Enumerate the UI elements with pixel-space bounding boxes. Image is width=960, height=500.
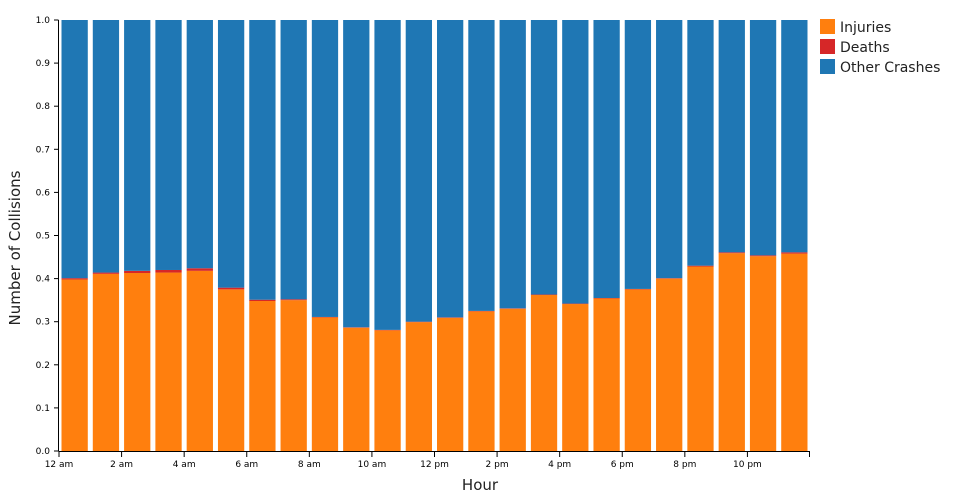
bar-deaths-3 — [155, 269, 182, 273]
x-tick-label: 6 am — [235, 460, 258, 470]
bar-other-crashes-20 — [687, 20, 714, 266]
bar-injuries-13 — [468, 311, 495, 451]
bar-injuries-9 — [343, 327, 370, 451]
bar-other-crashes-22 — [749, 20, 777, 256]
bar-deaths-2 — [124, 270, 151, 273]
bar-other-crashes-6 — [249, 20, 276, 300]
bar-deaths-22 — [749, 255, 777, 257]
x-tick-label: 4 pm — [548, 460, 571, 470]
x-tick-label: 10 am — [358, 460, 387, 470]
bar-injuries-2 — [124, 273, 151, 451]
x-tick-label: 4 am — [173, 460, 196, 470]
bar-deaths-4 — [186, 268, 213, 271]
x-axis: 12 am 2 am 4 am 6 am 8 am 10 am 12 pm 2 pm 4 pm 6… — [45, 451, 810, 470]
y-axis: 0.0 0.1 0.2 0.3 0.4 0.5 0.6 0.7 0.8 0.9 1.0 — [36, 16, 59, 457]
bar-other-crashes-1 — [92, 20, 120, 273]
bar-injuries-18 — [624, 289, 652, 452]
legend-label-injuries: Injuries — [840, 20, 891, 36]
bar-injuries-10 — [374, 330, 401, 451]
y-axis-title: Number of Collisions — [6, 170, 24, 325]
bar-injuries-19 — [656, 278, 683, 451]
legend: Injuries Deaths Other Crashes — [820, 19, 940, 76]
legend-swatch-deaths — [820, 39, 835, 54]
bar-other-crashes-9 — [343, 20, 370, 328]
bar-injuries-1 — [92, 273, 120, 451]
bar-injuries-15 — [530, 294, 558, 451]
bar-injuries-5 — [217, 289, 245, 452]
bar-other-crashes-19 — [656, 20, 683, 279]
y-tick-label: 0.3 — [36, 318, 50, 328]
bar-other-crashes-13 — [468, 20, 495, 311]
bar-injuries-14 — [499, 308, 526, 451]
bar-other-crashes-18 — [624, 20, 652, 289]
bar-injuries-23 — [781, 253, 808, 451]
bar-other-crashes-3 — [155, 20, 182, 270]
bar-injuries-3 — [155, 272, 182, 451]
bar-deaths-23 — [781, 252, 808, 254]
bar-other-crashes-23 — [781, 20, 808, 253]
legend-swatch-injuries — [820, 19, 835, 34]
bar-injuries-11 — [405, 322, 432, 451]
bar-injuries-6 — [249, 301, 276, 451]
y-tick-label: 0.6 — [36, 188, 51, 198]
y-tick-label: 0.4 — [36, 275, 51, 285]
x-tick-label: 8 am — [298, 460, 321, 470]
bar-injuries-8 — [311, 317, 339, 451]
legend-label-deaths: Deaths — [840, 40, 890, 56]
y-tick-label: 0.0 — [36, 447, 51, 457]
bar-deaths-0 — [61, 278, 88, 280]
bar-injuries-17 — [593, 298, 620, 451]
bar-other-crashes-8 — [311, 20, 339, 317]
legend-label-other-crashes: Other Crashes — [840, 60, 940, 76]
bar-other-crashes-15 — [530, 20, 558, 295]
x-tick-label: 12 am — [45, 460, 74, 470]
y-tick-label: 0.5 — [36, 232, 50, 242]
y-tick-label: 1.0 — [36, 16, 51, 26]
bar-injuries-16 — [562, 304, 589, 451]
x-tick-label: 2 pm — [486, 460, 509, 470]
y-tick-label: 0.2 — [36, 361, 50, 371]
bar-deaths-1 — [92, 272, 120, 274]
x-tick-label: 2 am — [110, 460, 133, 470]
bars-group — [61, 20, 808, 452]
legend-swatch-other-crashes — [820, 59, 835, 74]
bar-other-crashes-16 — [562, 20, 589, 304]
bar-deaths-20 — [687, 265, 714, 267]
bar-deaths-5 — [217, 287, 245, 290]
bar-other-crashes-12 — [437, 20, 464, 318]
bar-other-crashes-4 — [186, 20, 213, 269]
bar-deaths-21 — [718, 252, 745, 254]
bar-other-crashes-14 — [499, 20, 526, 309]
bar-other-crashes-10 — [374, 20, 401, 330]
bar-injuries-4 — [186, 270, 213, 451]
bar-other-crashes-0 — [61, 20, 88, 279]
bar-other-crashes-11 — [405, 20, 432, 322]
bar-injuries-7 — [280, 300, 307, 451]
bar-injuries-0 — [61, 279, 88, 451]
bar-injuries-22 — [749, 256, 777, 451]
bar-injuries-12 — [437, 317, 464, 451]
x-tick-label: 8 pm — [673, 460, 696, 470]
bar-deaths-7 — [280, 299, 307, 301]
y-tick-label: 0.8 — [36, 102, 51, 112]
y-tick-label: 0.9 — [36, 59, 51, 69]
x-tick-label: 6 pm — [611, 460, 634, 470]
bar-other-crashes-5 — [217, 20, 245, 288]
x-tick-label: 12 pm — [420, 460, 449, 470]
bar-deaths-6 — [249, 299, 276, 302]
y-tick-label: 0.7 — [36, 145, 50, 155]
bar-injuries-21 — [718, 253, 745, 451]
y-tick-label: 0.1 — [36, 404, 50, 414]
bar-other-crashes-21 — [718, 20, 745, 253]
bar-other-crashes-7 — [280, 20, 307, 300]
bar-other-crashes-2 — [124, 20, 151, 271]
x-axis-title: Hour — [462, 476, 499, 494]
bar-injuries-20 — [687, 266, 714, 451]
x-tick-label: 10 pm — [733, 460, 762, 470]
bar-other-crashes-17 — [593, 20, 620, 298]
